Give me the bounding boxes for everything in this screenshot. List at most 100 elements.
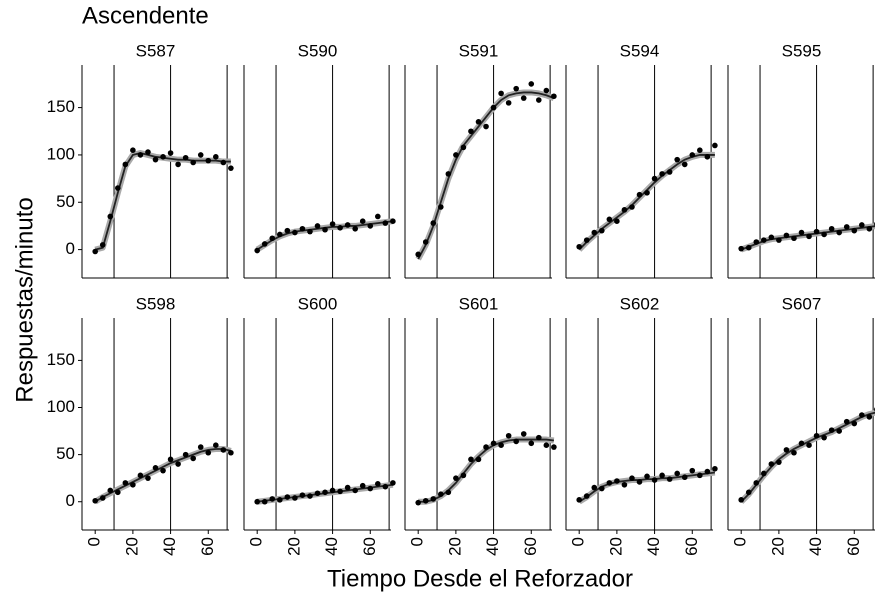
data-point	[513, 438, 519, 445]
data-point	[130, 147, 136, 153]
data-point	[415, 499, 421, 506]
data-point	[505, 432, 512, 439]
data-point	[415, 251, 421, 258]
data-point	[468, 456, 474, 463]
data-point	[475, 119, 482, 125]
x-tick-label: 20	[606, 537, 625, 556]
data-point	[167, 456, 174, 463]
data-point	[277, 231, 283, 238]
data-point	[651, 477, 658, 483]
data-point	[352, 487, 358, 494]
data-point	[197, 444, 204, 450]
data-point	[697, 472, 703, 479]
panel-title: S590	[298, 41, 338, 60]
data-point	[422, 239, 429, 245]
data-point	[689, 152, 696, 158]
data-point	[576, 497, 582, 503]
chart-title: Ascendente	[82, 2, 209, 29]
data-point	[659, 472, 665, 479]
data-point	[761, 237, 767, 243]
x-tick-label: 0	[85, 537, 104, 546]
panel-title: S587	[136, 41, 176, 60]
panel-title: S598	[136, 294, 176, 313]
data-point	[761, 470, 767, 477]
data-point	[460, 472, 467, 479]
data-point	[866, 225, 873, 232]
data-point	[322, 226, 328, 233]
data-point	[375, 481, 381, 487]
data-point	[591, 229, 598, 236]
panel-title: S595	[782, 41, 822, 60]
data-point	[228, 165, 234, 171]
data-point	[352, 225, 358, 232]
data-point	[254, 247, 260, 254]
data-point	[430, 496, 437, 502]
data-point	[644, 473, 650, 480]
x-tick-label: 0	[569, 537, 588, 546]
data-point	[712, 465, 718, 472]
data-point	[697, 147, 703, 153]
x-axis-label: Tiempo Desde el Reforzador	[327, 565, 633, 592]
data-point	[322, 489, 328, 496]
data-point	[277, 497, 283, 503]
data-point	[813, 228, 820, 235]
data-point	[753, 239, 760, 245]
x-tick-label: 40	[644, 537, 663, 556]
fit-line	[578, 154, 715, 251]
x-tick-label: 0	[731, 537, 750, 546]
x-tick-label: 60	[198, 537, 217, 556]
x-tick-label: 60	[360, 537, 379, 556]
data-point	[583, 237, 590, 243]
y-tick-label: 0	[66, 239, 75, 258]
data-point	[753, 480, 760, 486]
data-point	[629, 475, 635, 481]
data-point	[261, 241, 268, 247]
data-point	[738, 245, 744, 252]
data-point	[859, 412, 865, 418]
data-point	[606, 216, 613, 223]
panel-title: S607	[782, 294, 822, 313]
data-point	[329, 487, 336, 494]
data-point	[490, 104, 497, 111]
data-point	[292, 229, 298, 236]
data-point	[284, 494, 291, 500]
data-point	[284, 227, 291, 234]
data-point	[821, 434, 827, 441]
data-point	[438, 491, 444, 497]
data-point	[205, 449, 212, 456]
data-point	[776, 237, 782, 243]
data-point	[674, 156, 680, 163]
data-point	[175, 461, 181, 467]
data-point	[551, 93, 557, 100]
data-point	[220, 159, 227, 166]
x-tick-label: 0	[408, 537, 427, 546]
data-point	[644, 190, 650, 196]
data-point	[738, 497, 744, 503]
data-point	[659, 171, 665, 177]
data-point	[621, 207, 628, 213]
x-tick-label: 20	[445, 537, 464, 556]
data-point	[122, 161, 129, 168]
data-point	[768, 234, 775, 241]
data-point	[359, 482, 366, 489]
data-point	[520, 431, 527, 437]
data-point	[505, 100, 512, 106]
data-point	[269, 235, 276, 242]
data-point	[614, 478, 620, 484]
data-point	[213, 442, 219, 449]
data-point	[674, 470, 680, 477]
data-point	[182, 451, 189, 458]
data-point	[197, 152, 204, 158]
data-point	[430, 220, 437, 226]
data-point	[130, 481, 136, 488]
data-point	[122, 480, 129, 486]
data-point	[606, 480, 613, 486]
data-point	[367, 223, 374, 229]
data-point	[798, 440, 805, 447]
data-point	[344, 484, 351, 491]
data-point	[92, 497, 98, 504]
data-point	[483, 123, 489, 130]
data-point	[666, 169, 673, 175]
data-point	[636, 191, 643, 198]
